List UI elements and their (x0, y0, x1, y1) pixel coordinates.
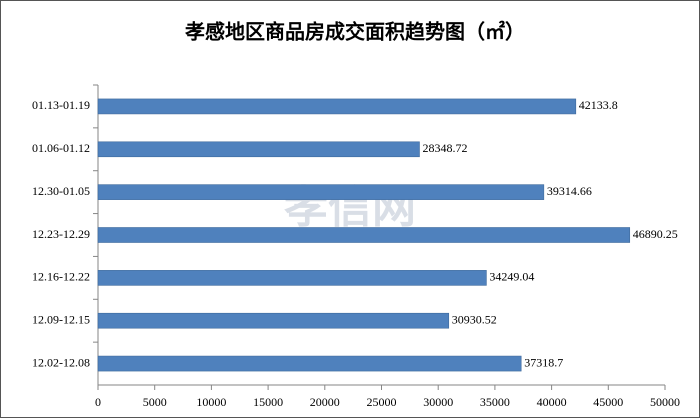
y-tick-label: 12.02-12.08 (32, 355, 90, 369)
y-tick-label: 12.23-12.29 (32, 227, 90, 241)
x-tick-label: 40000 (537, 395, 567, 409)
value-label: 46890.25 (633, 227, 678, 241)
x-tick-label: 10000 (196, 395, 226, 409)
x-tick-label: 15000 (253, 395, 283, 409)
x-tick-label: 0 (95, 395, 101, 409)
x-tick-label: 20000 (310, 395, 340, 409)
x-tick-label: 25000 (367, 395, 397, 409)
bar (97, 312, 450, 329)
value-label: 39314.66 (547, 184, 592, 198)
x-tick-label: 30000 (423, 395, 453, 409)
value-label: 28348.72 (422, 141, 467, 155)
y-tick-label: 01.13-01.19 (32, 98, 90, 112)
bar (97, 98, 577, 115)
bar (97, 184, 545, 200)
value-label: 30930.52 (452, 312, 497, 326)
bar (97, 227, 631, 243)
x-tick-label: 45000 (593, 395, 623, 409)
y-tick-label: 01.06-01.12 (32, 141, 90, 155)
bar (97, 355, 522, 372)
bar (97, 270, 487, 286)
y-tick-label: 12.09-12.15 (32, 312, 90, 326)
x-tick-label: 5000 (143, 395, 167, 409)
bar (97, 141, 420, 158)
x-tick-label: 50000 (650, 395, 680, 409)
value-label: 42133.8 (579, 98, 618, 112)
y-tick-label: 12.30-01.05 (32, 184, 90, 198)
value-label: 37318.7 (524, 355, 563, 369)
value-label: 34249.04 (489, 270, 534, 284)
y-tick-label: 12.16-12.22 (32, 270, 90, 284)
x-tick-label: 35000 (480, 395, 510, 409)
chart-title: 孝感地区商品房成交面积趋势图（㎡） (184, 20, 525, 44)
